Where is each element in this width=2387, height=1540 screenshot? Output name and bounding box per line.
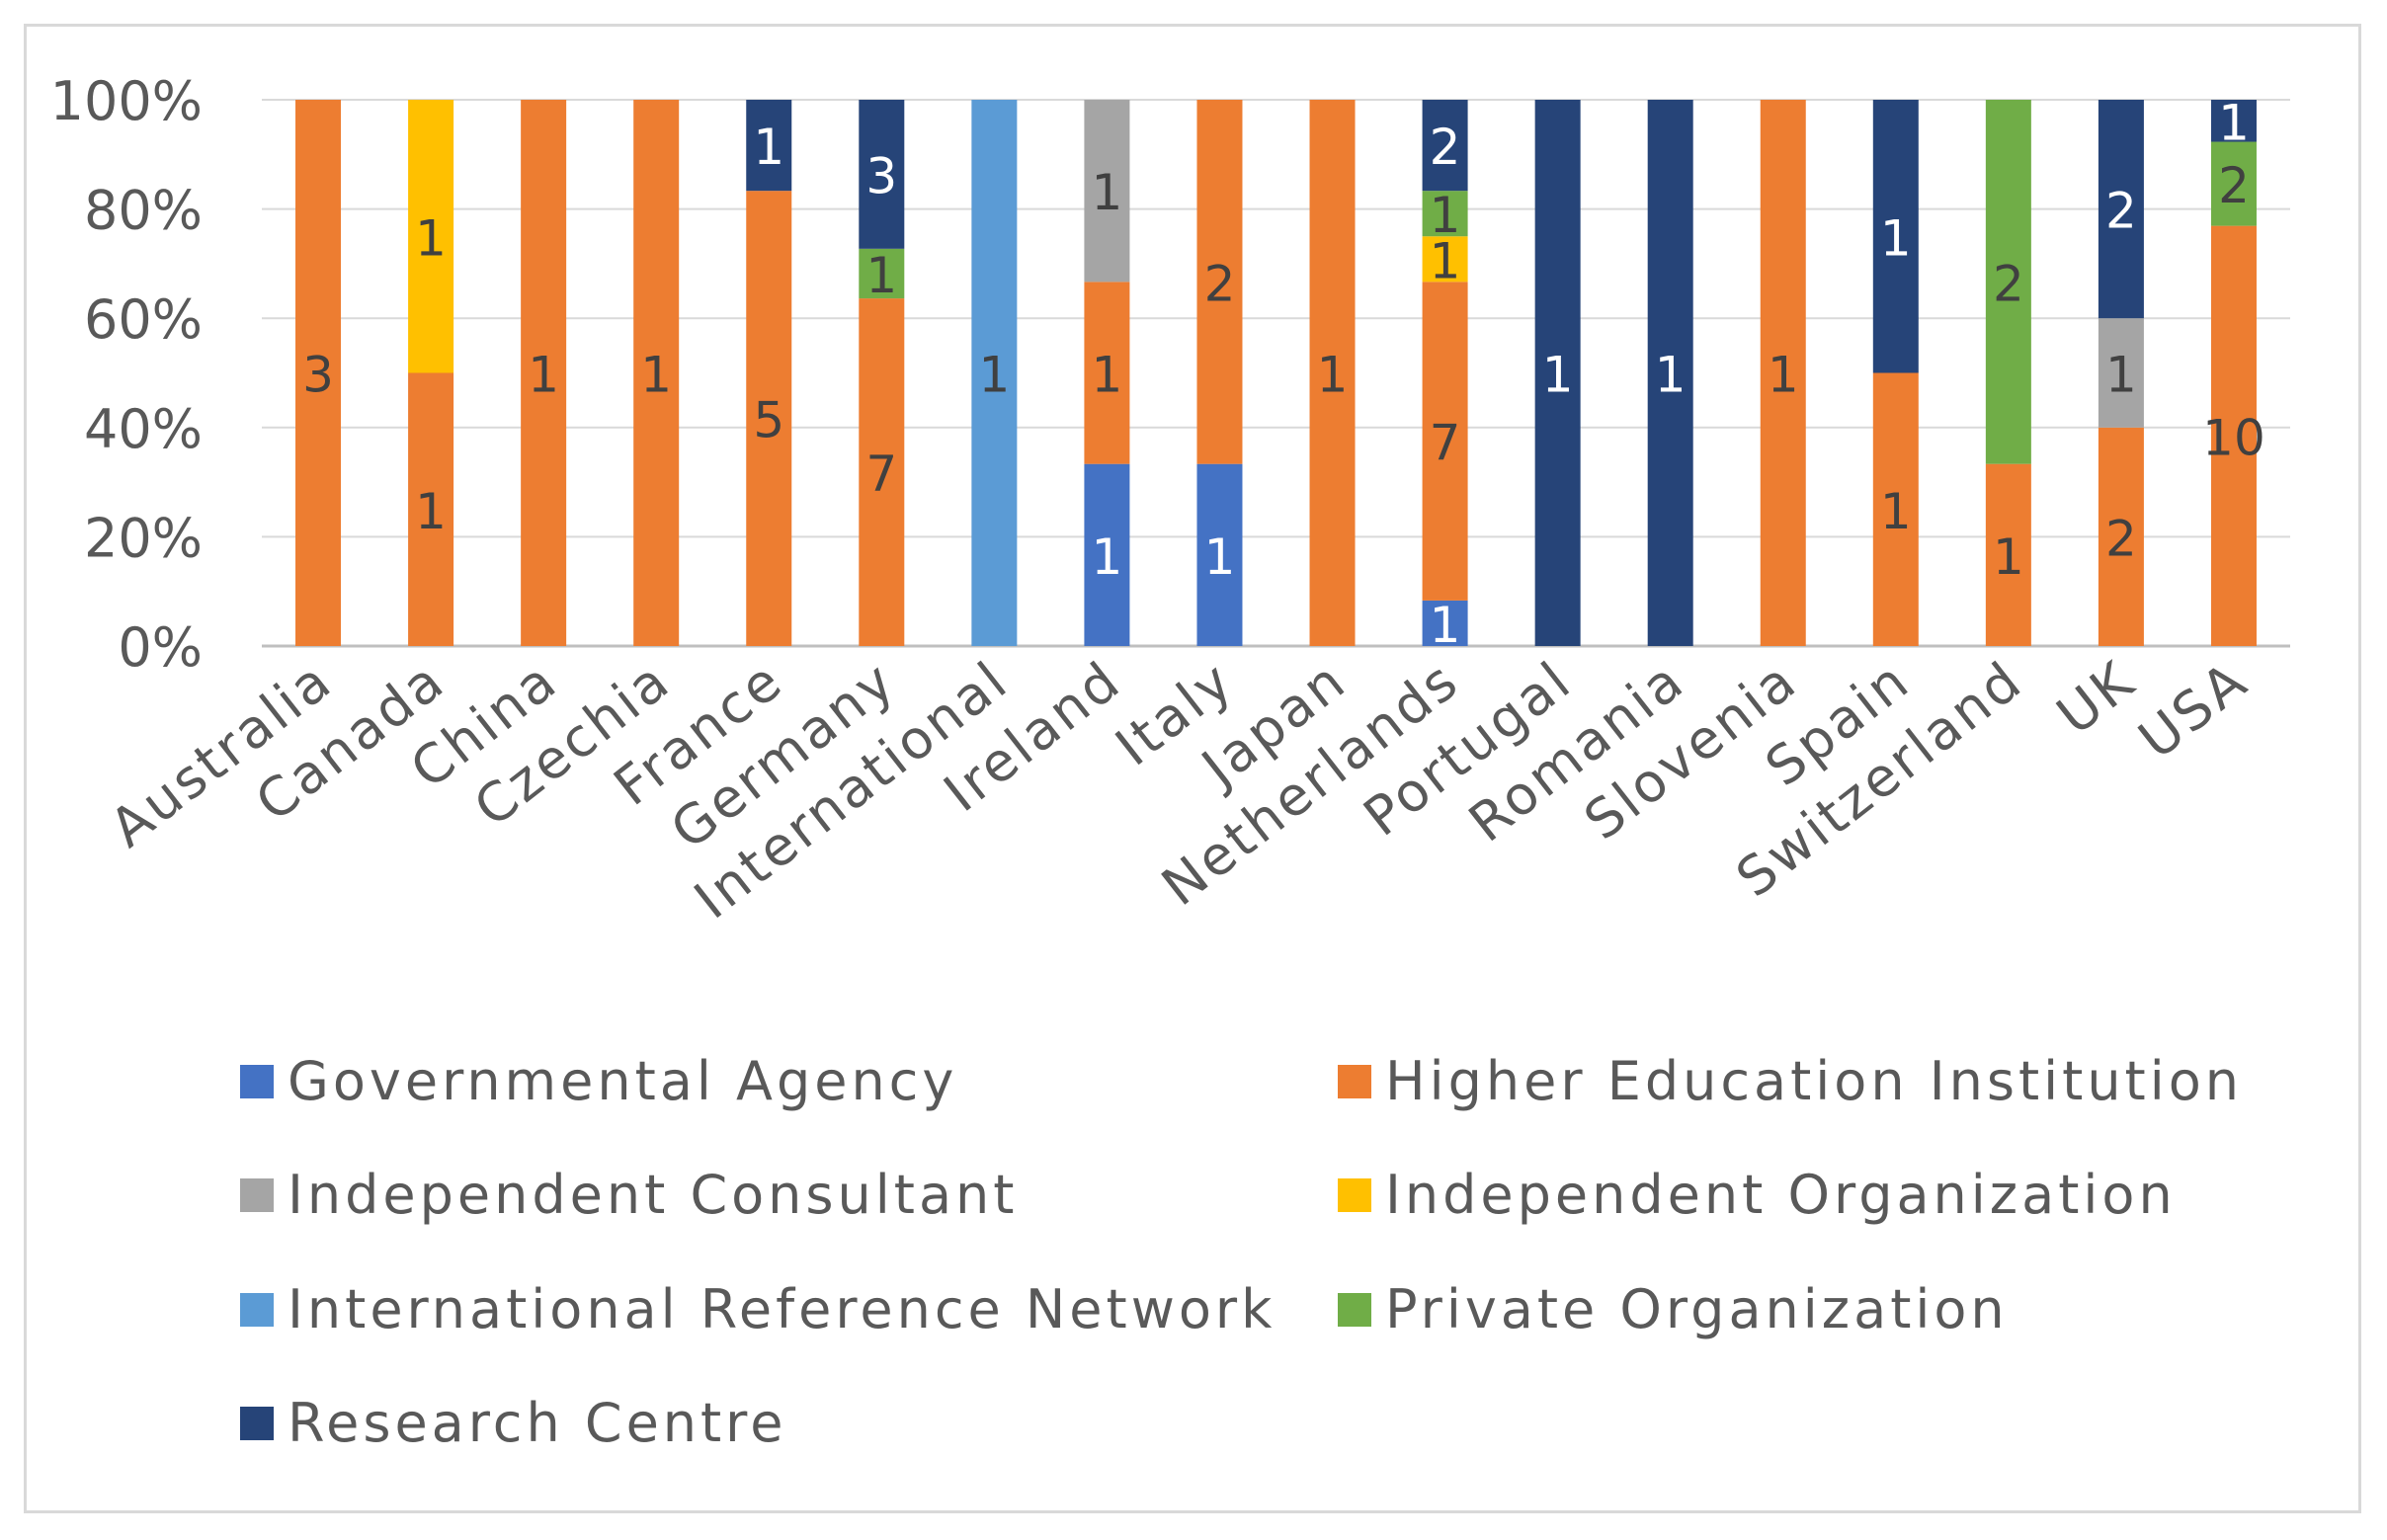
y-tick-label: 0% [118,616,203,679]
bar-segment [859,248,905,299]
data-label: 1 [1430,187,1461,244]
gridlines [262,99,2290,648]
data-label: 1 [1880,483,1912,540]
data-label: 1 [2105,347,2137,404]
data-label: 1 [753,119,784,176]
bar-segment [1422,100,1468,192]
data-label: 1 [1880,209,1912,267]
bar-segment [1309,100,1356,646]
data-label: 1 [1317,347,1349,404]
bar-segment [2098,318,2144,428]
bar-segment [1872,372,1919,646]
bar-segment [1422,191,1468,237]
bar-segment [1422,600,1468,646]
data-label: 1 [1993,528,2024,586]
x-axis-ticks: AustraliaCanadaChinaCzechiaFranceGermany… [99,649,2260,932]
bar-segment [2098,427,2144,646]
x-tick-label: UK [2045,649,2147,747]
y-tick-label: 20% [84,507,203,569]
bar-segment [1084,463,1130,646]
bar-segment [746,191,792,646]
bar-segment [295,100,342,646]
data-label: 1 [1655,347,1687,404]
bar-segment [1422,282,1468,601]
data-label: 3 [302,347,334,404]
data-label: 7 [1430,415,1461,472]
bar-segment [746,100,792,192]
bar-segment [2210,100,2257,142]
bar-segment [408,100,454,373]
y-tick-label: 100% [50,70,203,132]
bar-segment [2210,141,2257,226]
bar-segment [2098,100,2144,319]
data-label: 1 [415,209,447,267]
data-label: 1 [1542,347,1574,404]
bar-segment [1872,100,1919,373]
bar-segment [859,100,905,249]
bar-segment [521,100,567,646]
data-label: 2 [2218,157,2250,214]
y-tick-label: 80% [84,180,203,242]
y-tick-label: 60% [84,288,203,351]
bar-segment [1196,100,1243,464]
bar-segment [408,372,454,646]
data-label: 7 [865,446,897,503]
data-label: 3 [865,147,897,204]
data-label: 1 [415,483,447,540]
data-label: 1 [1092,528,1123,586]
bar-segment [859,298,905,646]
data-label: 1 [865,247,897,304]
data-label: 2 [1993,255,2024,312]
bars [295,100,2257,646]
data-label: 5 [753,392,784,449]
data-label: 10 [2202,409,2265,466]
data-label: 1 [1092,347,1123,404]
data-label: 1 [1430,232,1461,289]
bar-segment [1534,100,1581,646]
data-label: 1 [1430,597,1461,654]
y-axis-ticks: 0% 20% 40% 60% 80% 100% [50,70,203,679]
bar-segment [1985,100,2031,464]
bar-segment [1084,100,1130,283]
data-label: 1 [528,347,559,404]
bar-segment [633,100,680,646]
bar-segment [971,100,1018,646]
data-label: 1 [1204,528,1236,586]
data-label: 2 [2105,510,2137,567]
bar-segment [1647,100,1693,646]
data-label: 1 [640,347,672,404]
data-label: 2 [1204,255,1236,312]
data-label: 1 [1092,164,1123,221]
bar-segment [1084,282,1130,464]
bar-segment [1422,236,1468,283]
bar-segment [1196,463,1243,646]
bar-segment [1985,463,2031,646]
data-label: 2 [1430,119,1461,176]
data-label: 2 [2105,183,2137,240]
data-label: 1 [1768,347,1799,404]
y-tick-label: 40% [84,398,203,460]
data-label: 1 [2218,94,2250,151]
bar-segment [1760,100,1806,646]
data-label: 1 [978,347,1010,404]
bar-segment [2210,225,2257,646]
x-tick-label: USA [2127,649,2260,771]
